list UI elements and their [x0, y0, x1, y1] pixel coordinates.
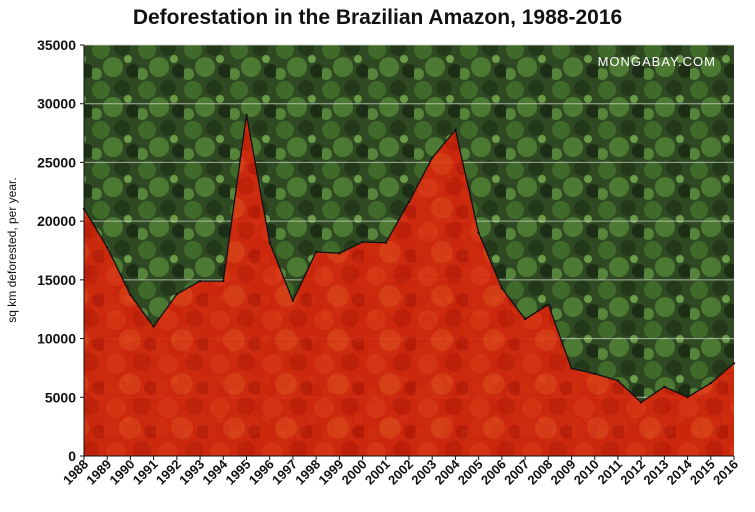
- x-tick-label: 2000: [339, 457, 370, 488]
- x-tick-label: 1996: [246, 457, 277, 488]
- data-point-2006: [500, 287, 504, 290]
- data-point-1993: [198, 279, 202, 283]
- data-point-1995: [245, 113, 248, 116]
- data-point-2004: [454, 128, 457, 132]
- x-tick-label: 2014: [664, 456, 696, 488]
- data-point-1998: [314, 250, 318, 254]
- x-tick-label: 1997: [269, 457, 300, 488]
- y-axis-label: sq km deforested, per year.: [5, 177, 19, 322]
- x-tick-label: 1991: [130, 457, 161, 488]
- y-tick-label: 0: [68, 448, 76, 464]
- x-tick-label: 1988: [60, 457, 91, 488]
- y-tick-label: 5000: [45, 389, 76, 405]
- x-tick-label: 1998: [292, 457, 323, 488]
- data-point-2012: [639, 401, 643, 404]
- x-tick-label: 1993: [176, 457, 207, 488]
- data-point-1991: [152, 325, 155, 328]
- data-point-2005: [477, 231, 480, 234]
- data-point-2011: [616, 379, 620, 382]
- data-point-2016: [732, 362, 736, 365]
- x-tick-label: 1989: [83, 457, 114, 488]
- data-point-2001: [384, 241, 387, 244]
- y-tick-label: 35000: [37, 37, 76, 53]
- data-point-2002: [407, 200, 411, 203]
- x-tick-label: 2016: [710, 457, 741, 488]
- data-point-2007: [523, 317, 527, 321]
- data-point-2010: [593, 372, 596, 375]
- x-tick-label: 1994: [199, 456, 231, 488]
- data-point-1989: [106, 246, 109, 249]
- data-point-1992: [175, 292, 179, 296]
- data-point-2009: [570, 367, 573, 370]
- data-point-2000: [361, 240, 364, 244]
- x-tick-label: 2003: [408, 457, 439, 488]
- watermark: MONGABAY.COM: [598, 54, 716, 69]
- x-tick-label: 2013: [640, 457, 671, 488]
- y-tick-label: 20000: [37, 213, 76, 229]
- x-tick-label: 2006: [478, 457, 509, 488]
- deforestation-area: [84, 114, 734, 457]
- data-point-2013: [663, 385, 666, 389]
- x-tick-label: 2011: [595, 457, 626, 488]
- data-point-1994: [222, 279, 225, 283]
- data-point-2014: [686, 395, 689, 399]
- x-tick-label: 2005: [455, 457, 486, 488]
- x-tick-label: 2015: [687, 457, 718, 488]
- data-point-1999: [338, 252, 341, 255]
- y-tick-label: 25000: [37, 154, 76, 170]
- x-tick-label: 2009: [548, 457, 579, 488]
- x-tick-label: 2008: [524, 457, 555, 488]
- x-tick-label: 1992: [153, 457, 184, 488]
- chart-title: Deforestation in the Brazilian Amazon, 1…: [132, 6, 623, 29]
- x-tick-label: 1990: [106, 457, 137, 488]
- x-tick-label: 2002: [385, 457, 416, 488]
- data-point-1996: [268, 241, 271, 244]
- x-tick-label: 1995: [223, 457, 254, 488]
- x-tick-label: 2007: [501, 457, 532, 488]
- data-point-2008: [547, 303, 550, 306]
- x-tick-label: 2001: [362, 457, 393, 488]
- data-point-1990: [129, 293, 132, 296]
- x-tick-label: 2012: [617, 457, 648, 488]
- data-point-1997: [291, 299, 295, 302]
- y-tick-label: 15000: [37, 272, 76, 288]
- y-tick-label: 30000: [37, 96, 76, 112]
- x-tick-label: 1999: [315, 457, 346, 488]
- x-tick-label: 2004: [431, 456, 463, 488]
- data-point-2015: [709, 381, 712, 385]
- data-point-2003: [431, 156, 434, 159]
- x-tick-label: 2010: [571, 457, 602, 488]
- y-tick-label: 10000: [37, 331, 76, 347]
